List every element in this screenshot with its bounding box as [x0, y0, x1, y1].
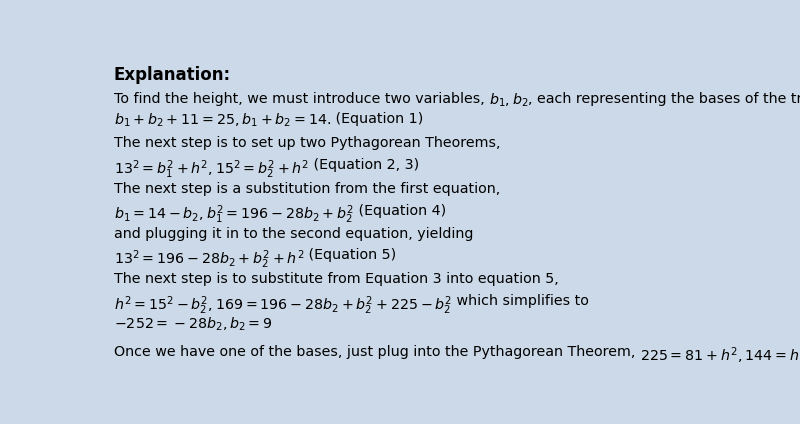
Text: (Equation 1): (Equation 1) [331, 112, 423, 126]
Text: $13^2 = 196 - 28b_2 + b_2^2 + h^2$: $13^2 = 196 - 28b_2 + b_2^2 + h^2$ [114, 248, 304, 271]
Text: Explanation:: Explanation: [114, 66, 230, 84]
Text: $-252 = -28b_2, b_2 = 9$: $-252 = -28b_2, b_2 = 9$ [114, 316, 272, 333]
Text: , each representing the bases of the triangles on the outside, so that: , each representing the bases of the tri… [528, 92, 800, 106]
Text: $225 = 81 + h^2, 144 = h^2, h = 12$: $225 = 81 + h^2, 144 = h^2, h = 12$ [639, 346, 800, 366]
Text: $b_1 = 14 - b_2, b_1^2 = 196 - 28b_2 + b_2^2$: $b_1 = 14 - b_2, b_1^2 = 196 - 28b_2 + b… [114, 204, 354, 226]
Text: The next step is to set up two Pythagorean Theorems,: The next step is to set up two Pythagore… [114, 137, 500, 151]
Text: and plugging it in to the second equation, yielding: and plugging it in to the second equatio… [114, 227, 473, 241]
Text: (Equation 5): (Equation 5) [304, 248, 396, 262]
Text: $h^2 = 15^2 - b_2^2, 169 = 196 - 28b_2 + b_2^2 + 225 - b_2^2$: $h^2 = 15^2 - b_2^2, 169 = 196 - 28b_2 +… [114, 294, 452, 317]
Text: To find the height, we must introduce two variables,: To find the height, we must introduce tw… [114, 92, 489, 106]
Text: $13^2 = b_1^2 + h^2, 15^2 = b_2^2 + h^2$: $13^2 = b_1^2 + h^2, 15^2 = b_2^2 + h^2$ [114, 158, 309, 181]
Text: The next step is to substitute from Equation 3 into equation 5,: The next step is to substitute from Equa… [114, 272, 558, 286]
Text: The next step is a substitution from the first equation,: The next step is a substitution from the… [114, 182, 500, 196]
Text: which simplifies to: which simplifies to [452, 294, 589, 308]
Text: $b_1 + b_2 + 11 = 25, b_1 + b_2 = 14.$: $b_1 + b_2 + 11 = 25, b_1 + b_2 = 14.$ [114, 112, 331, 129]
Text: (Equation 2, 3): (Equation 2, 3) [309, 158, 419, 172]
Text: Once we have one of the bases, just plug into the Pythagorean Theorem,: Once we have one of the bases, just plug… [114, 346, 639, 360]
Text: (Equation 4): (Equation 4) [354, 204, 446, 218]
Text: $b_1, b_2$: $b_1, b_2$ [489, 92, 528, 109]
